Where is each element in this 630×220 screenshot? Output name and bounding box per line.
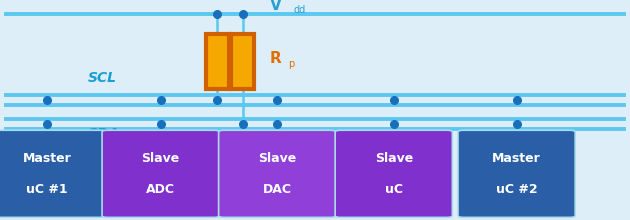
Text: Slave: Slave — [258, 152, 296, 165]
Text: SCL: SCL — [88, 71, 117, 85]
FancyBboxPatch shape — [206, 34, 229, 89]
FancyBboxPatch shape — [458, 130, 575, 217]
Text: Slave: Slave — [142, 152, 180, 165]
Text: ADC: ADC — [146, 183, 175, 196]
Text: p: p — [289, 59, 295, 69]
FancyBboxPatch shape — [102, 130, 219, 217]
Text: Master: Master — [23, 152, 72, 165]
FancyBboxPatch shape — [231, 34, 254, 89]
Text: dd: dd — [294, 5, 306, 15]
Text: uC: uC — [385, 183, 403, 196]
Text: uC #1: uC #1 — [26, 183, 68, 196]
Text: SDA: SDA — [88, 126, 120, 141]
FancyBboxPatch shape — [0, 130, 106, 217]
Text: V: V — [270, 0, 282, 13]
FancyBboxPatch shape — [219, 130, 336, 217]
Text: Slave: Slave — [375, 152, 413, 165]
Text: R: R — [270, 51, 282, 66]
Text: Master: Master — [492, 152, 541, 165]
Text: DAC: DAC — [263, 183, 292, 196]
FancyBboxPatch shape — [335, 130, 452, 217]
Text: uC #2: uC #2 — [496, 183, 537, 196]
